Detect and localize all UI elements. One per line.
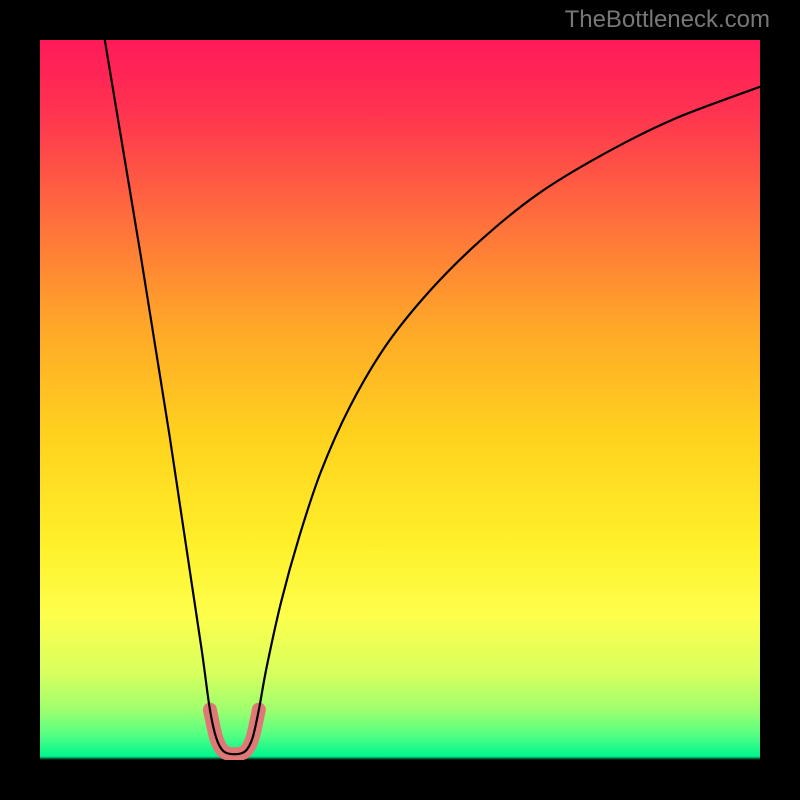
gradient-background	[40, 40, 760, 760]
watermark-text: TheBottleneck.com	[565, 6, 770, 34]
chart-svg	[40, 40, 760, 760]
plot-area	[40, 40, 760, 760]
chart-container: TheBottleneck.com	[0, 0, 800, 800]
